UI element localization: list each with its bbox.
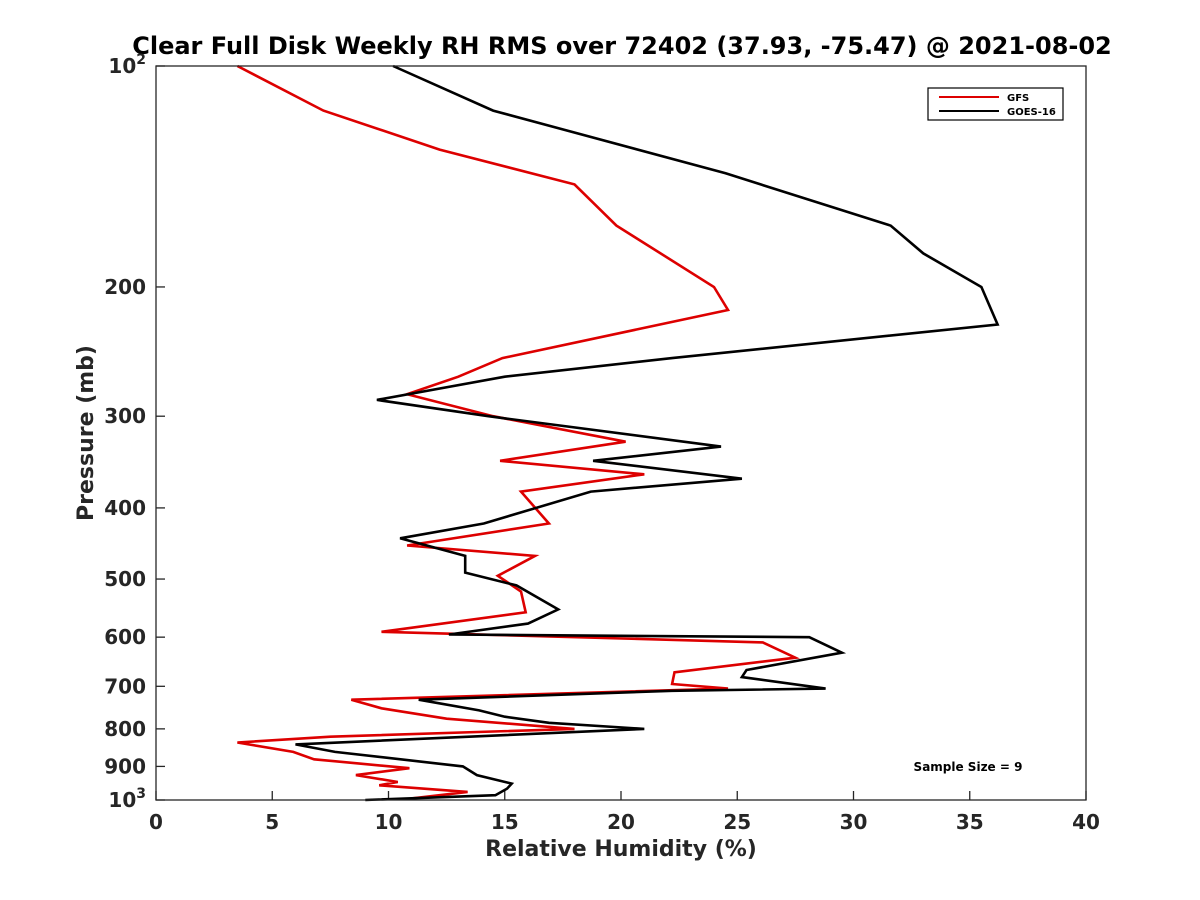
x-axis-ticks: 0 5 10 15 20 25 30 35 40 <box>149 791 1100 834</box>
x-tick-label: 25 <box>723 810 751 834</box>
y-tick-label: 500 <box>104 567 146 591</box>
chart-title: Clear Full Disk Weekly RH RMS over 72402… <box>132 32 1112 60</box>
x-tick-label: 40 <box>1072 810 1100 834</box>
x-tick-label: 20 <box>607 810 635 834</box>
y-tick-label-base: 700 <box>104 674 146 698</box>
y-tick-label-base: 300 <box>104 404 146 428</box>
y-axis-label: Pressure (mb) <box>74 345 99 521</box>
x-axis-label: Relative Humidity (%) <box>485 837 757 862</box>
y-tick-label: 103 <box>108 786 146 812</box>
y-tick-label-base: 10 <box>108 54 136 78</box>
y-tick-label: 102 <box>108 52 146 78</box>
y-tick-label-base: 500 <box>104 567 146 591</box>
y-tick-label-base: 200 <box>104 275 146 299</box>
x-tick-label: 0 <box>149 810 163 834</box>
y-tick-label-base: 600 <box>104 625 146 649</box>
y-tick-label: 300 <box>104 404 146 428</box>
x-tick-label: 30 <box>840 810 868 834</box>
y-tick-label: 400 <box>104 496 146 520</box>
y-tick-label: 800 <box>104 717 146 741</box>
y-tick-label-base: 800 <box>104 717 146 741</box>
legend-label-gfs: GFS <box>1007 93 1029 104</box>
series-line-goes16 <box>295 64 1000 802</box>
y-tick-label-base: 900 <box>104 754 146 778</box>
plot-area-frame <box>155 65 1087 801</box>
y-tick-label-base: 400 <box>104 496 146 520</box>
y-tick-label-base: 10 <box>108 788 136 812</box>
y-tick-label-exponent: 2 <box>136 52 146 68</box>
x-tick-label: 15 <box>491 810 519 834</box>
series-layer <box>236 64 1000 802</box>
legend-label-goes16: GOES-16 <box>1007 107 1056 118</box>
y-tick-label-exponent: 3 <box>136 786 146 802</box>
x-tick-label: 10 <box>375 810 403 834</box>
y-tick-label: 900 <box>104 754 146 778</box>
legend: GFS GOES-16 <box>927 87 1064 121</box>
y-tick-label: 200 <box>104 275 146 299</box>
legend-box <box>927 87 1064 121</box>
sample-size-annotation: Sample Size = 9 <box>914 760 1023 774</box>
y-tick-label: 700 <box>104 674 146 698</box>
x-tick-label: 5 <box>265 810 279 834</box>
series-line-gfs <box>236 64 801 800</box>
x-tick-label: 35 <box>956 810 984 834</box>
y-tick-label: 600 <box>104 625 146 649</box>
